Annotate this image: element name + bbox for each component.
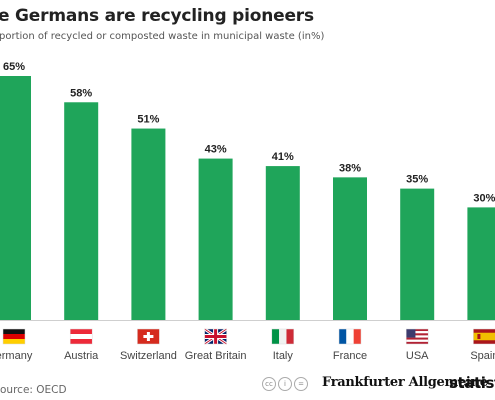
partner-logo: Frankfurter Allgemeine xyxy=(322,375,488,390)
bar-spain xyxy=(467,207,495,320)
value-label: 51% xyxy=(137,114,159,126)
attribution-icon: i xyxy=(278,377,292,391)
value-label: 41% xyxy=(272,151,294,163)
source-note: ource: OECD xyxy=(0,384,67,396)
license-icons: cc i = xyxy=(262,377,308,391)
france-flag-icon xyxy=(338,328,362,345)
bar-france xyxy=(333,177,367,320)
bar-italy xyxy=(265,166,300,320)
usa-flag-icon xyxy=(405,328,429,345)
spain-flag-icon xyxy=(473,328,495,345)
category-label: Italy xyxy=(273,350,294,362)
great-britain-flag-icon xyxy=(203,327,228,346)
no-derivatives-icon: = xyxy=(294,377,308,391)
bar-switzerland xyxy=(131,128,166,320)
statista-logo: statista xyxy=(449,374,495,392)
category-label: USA xyxy=(406,350,429,362)
category-label: Spain xyxy=(470,350,495,362)
value-label: 30% xyxy=(473,192,495,204)
chart-title: e Germans are recycling pioneers xyxy=(0,6,314,26)
germany-flag-icon xyxy=(2,328,26,345)
italy-flag-icon xyxy=(271,328,295,345)
category-label: France xyxy=(333,350,367,362)
value-label: 35% xyxy=(406,174,428,186)
chart-subtitle: portion of recycled or composted waste i… xyxy=(0,31,325,42)
category-label: ermany xyxy=(0,350,33,362)
cc-icon: cc xyxy=(262,377,276,391)
switzerland-flag-icon xyxy=(137,328,160,345)
value-label: 43% xyxy=(205,144,227,156)
value-label: 38% xyxy=(339,162,361,174)
value-label: 65% xyxy=(3,61,25,73)
value-label: 58% xyxy=(70,87,92,99)
category-label: Austria xyxy=(64,350,99,362)
austria-flag-icon xyxy=(69,328,93,345)
category-label: Switzerland xyxy=(120,350,177,362)
bar-ermany xyxy=(0,76,31,320)
bar-usa xyxy=(400,188,435,320)
bar-great-britain xyxy=(198,158,233,320)
bar-austria xyxy=(64,102,99,321)
category-label: Great Britain xyxy=(185,350,247,362)
